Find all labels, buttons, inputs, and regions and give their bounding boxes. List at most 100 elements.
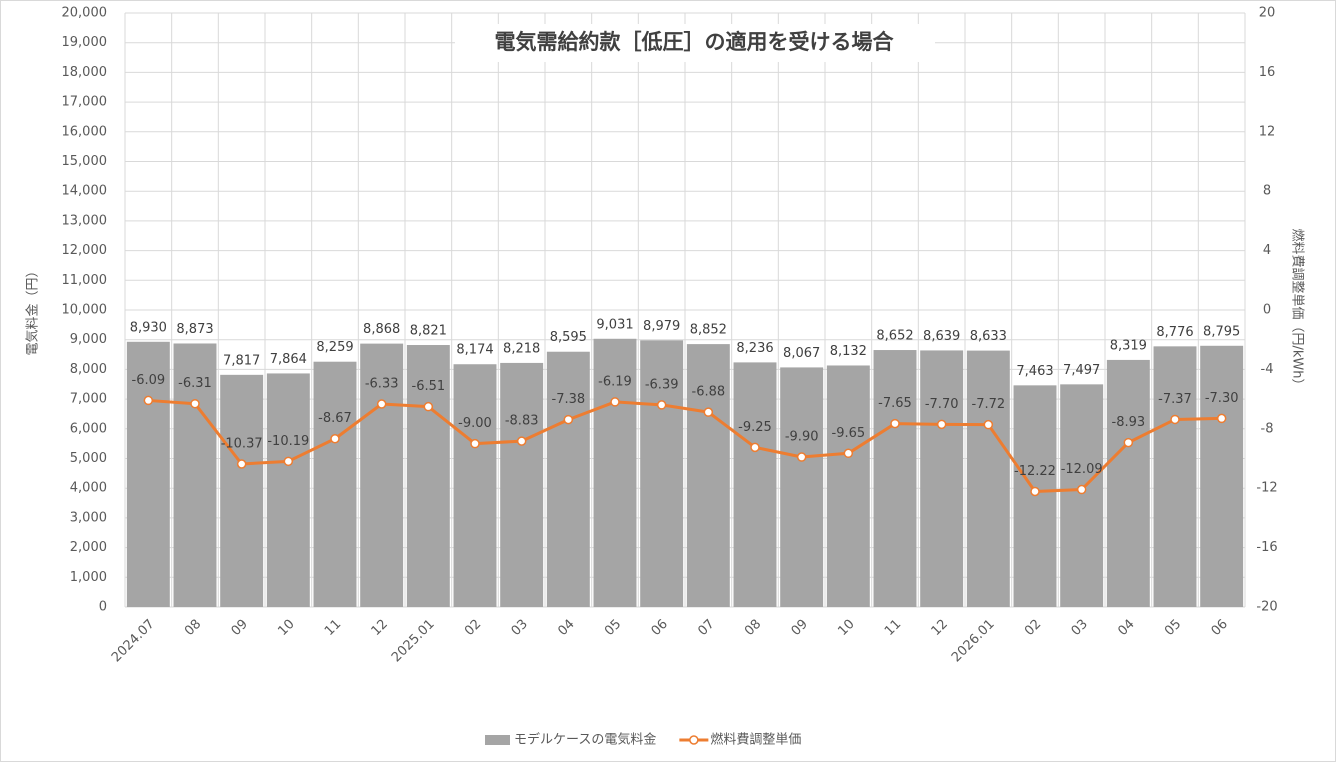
y-tick-label: 9,000 [70,332,107,347]
y-tick-label: 5,000 [70,451,107,466]
legend-swatch-marker [689,735,699,745]
y-tick-label: 12,000 [62,243,108,258]
y-tick-label: 19,000 [62,35,108,50]
line-marker [843,448,854,459]
bar [966,350,1010,607]
line-value-label: -6.19 [598,374,632,389]
bar-value-label: 7,864 [270,352,307,367]
line-marker [423,401,434,412]
line-marker [563,414,574,425]
marks [126,338,1244,607]
line-marker [703,407,714,417]
y2-tick-label: -12 [1256,481,1277,496]
line-value-label: -12.09 [1061,462,1103,477]
line-marker [983,419,994,430]
bar [920,350,964,607]
bar [1153,346,1197,607]
y2-tick-label: 0 [1263,303,1271,318]
line-value-label: -7.38 [552,392,586,407]
bar [173,343,217,607]
bar-value-label: 8,595 [550,330,587,345]
y-tick-label: 10,000 [62,303,108,318]
bar-value-label: 8,132 [830,344,867,359]
bar [826,365,870,607]
line-marker [283,456,294,467]
line-value-label: -6.88 [692,385,726,400]
bar [406,345,450,607]
y-axis-label: 電気料金（円） [25,264,41,355]
y2-tick-label: 4 [1263,243,1271,258]
bar [500,362,544,607]
line-value-label: -7.30 [1205,391,1239,406]
line-value-label: -7.70 [925,397,959,412]
bar-value-label: 7,497 [1063,363,1100,378]
line-marker [236,459,247,469]
bar-value-label: 8,218 [503,341,540,356]
bar-value-label: 8,776 [1156,325,1193,340]
y2-tick-label: -8 [1261,421,1274,436]
line-value-label: -7.37 [1158,392,1192,407]
line-marker [516,436,527,446]
line-marker [376,399,387,409]
bar-value-label: 8,979 [643,319,680,334]
bar [360,343,404,607]
line-marker [610,397,620,407]
y-tick-label: 11,000 [62,273,108,288]
bar-value-label: 8,633 [970,329,1007,344]
bar [453,364,497,607]
bar-value-label: 8,319 [1110,338,1147,353]
bar-value-label: 9,031 [596,317,633,332]
line-marker [1123,437,1134,448]
y2-tick-label: -4 [1261,362,1274,377]
y2-tick-label: 8 [1263,184,1271,199]
line-marker [750,442,760,453]
line-value-label: -9.25 [738,420,772,435]
y2-tick-label: -16 [1256,540,1277,555]
line-value-label: -8.93 [1112,415,1146,430]
bar-value-label: 8,795 [1203,324,1240,339]
bar-value-label: 8,652 [876,329,913,344]
line [148,398,1222,493]
bar [780,367,824,607]
bar-value-label: 8,868 [363,322,400,337]
bar [1106,359,1150,607]
line-marker [1076,484,1087,495]
line-value-label: -6.09 [132,373,166,388]
y-tick-label: 18,000 [62,65,108,80]
bar-value-label: 8,639 [923,329,960,344]
grid [124,12,1246,608]
bar-value-label: 8,852 [690,323,727,338]
line-marker [1216,413,1227,424]
line-value-label: -12.22 [1014,464,1056,479]
y-tick-label: 20,000 [62,6,108,21]
line-value-label: -10.37 [221,436,263,451]
y-tick-label: 1,000 [70,570,107,585]
bar [126,341,170,607]
bar-value-label: 8,930 [130,320,167,335]
y-tick-label: 13,000 [62,213,108,228]
bar-value-label: 8,236 [736,341,773,356]
bar-value-label: 7,463 [1016,364,1053,379]
line-marker [656,400,667,410]
y2-tick-label: 16 [1259,65,1276,80]
line-marker [330,433,340,444]
y-tick-label: 4,000 [70,481,107,496]
y-tick-label: 7,000 [70,392,107,407]
line-marker [796,452,807,462]
line-marker [470,438,480,449]
line-value-label: -10.19 [267,434,309,449]
line-marker [143,395,154,406]
line-marker [190,398,200,409]
line-marker [936,419,947,430]
bar-value-label: 8,067 [783,346,820,361]
chart-title: 電気需給約款［低圧］の適用を受ける場合 [495,30,895,54]
bar [1060,384,1104,607]
line-value-label: -6.31 [178,376,212,391]
y-tick-label: 3,000 [70,510,107,525]
legend-label: モデルケースの電気料金 [514,732,656,748]
line-value-label: -7.72 [972,397,1006,412]
line-marker [1170,414,1180,425]
y-tick-label: 6,000 [70,421,107,436]
line-value-label: -9.00 [458,416,492,431]
